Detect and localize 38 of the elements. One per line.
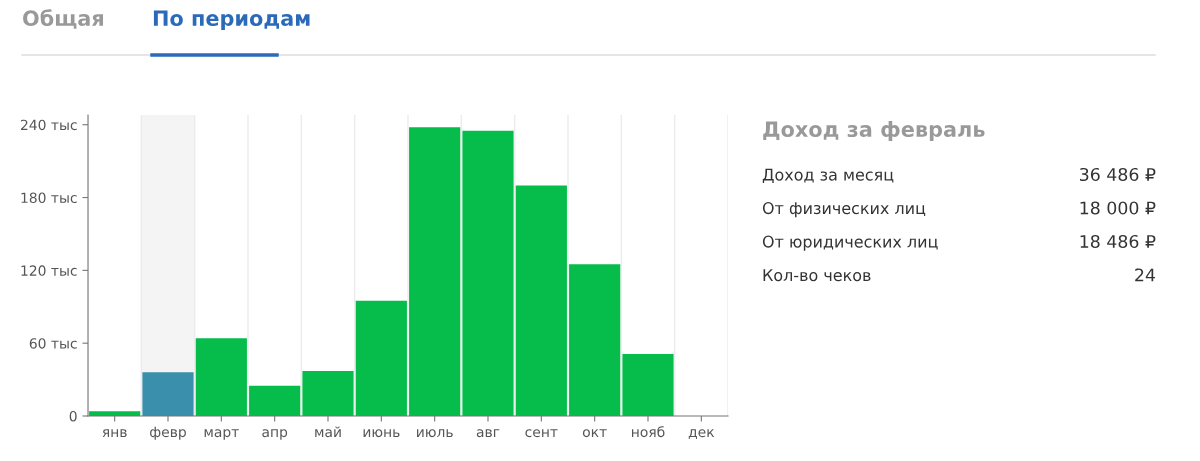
- x-tick-label: дек: [688, 429, 715, 439]
- bar: [249, 385, 301, 416]
- y-tick-label: 120 тыс: [21, 265, 77, 276]
- category-label: Кол-во чеков: [763, 269, 871, 282]
- bar: [569, 264, 621, 416]
- text: 18 000 ₽: [1080, 201, 1156, 215]
- x-tick-label: февр: [150, 426, 186, 440]
- bar: [409, 127, 461, 416]
- x-tick-label: июль: [417, 429, 453, 438]
- bar: [302, 371, 354, 416]
- text: 36 486 ₽: [1080, 167, 1156, 182]
- bar: [622, 354, 674, 416]
- x-tick-label: окт: [582, 429, 607, 438]
- y-tick-label: 60 тыс: [29, 338, 77, 349]
- category-label: От физических лиц: [762, 202, 926, 218]
- text: Общая: [23, 9, 103, 29]
- x-tick-label: март: [204, 429, 239, 440]
- x-tick-label: сент: [525, 429, 558, 438]
- category-label: Доход за месяц: [762, 168, 894, 183]
- x-tick-label: июнь: [363, 429, 400, 438]
- y-tick-label: 0: [69, 410, 77, 422]
- x-tick-label: янв: [102, 429, 127, 437]
- category-label: От юридических лиц: [762, 235, 938, 251]
- y-tick-label: 240 тыс: [20, 119, 77, 131]
- text: По периодам: [153, 10, 310, 31]
- x-tick-label: нояб: [632, 426, 665, 438]
- x-tick-label: май: [315, 426, 341, 438]
- bar: [515, 185, 567, 416]
- text: 18 486 ₽: [1080, 234, 1156, 249]
- bar: [195, 338, 247, 416]
- x-tick-label: апр: [262, 429, 288, 440]
- bar: [142, 372, 194, 416]
- bar: [462, 130, 514, 416]
- y-tick-label: 180 тыс: [21, 192, 77, 204]
- text: Доход за февраль: [763, 120, 985, 142]
- bar: [355, 300, 407, 416]
- text: 24: [1135, 268, 1156, 282]
- x-tick-label: авг: [476, 429, 500, 438]
